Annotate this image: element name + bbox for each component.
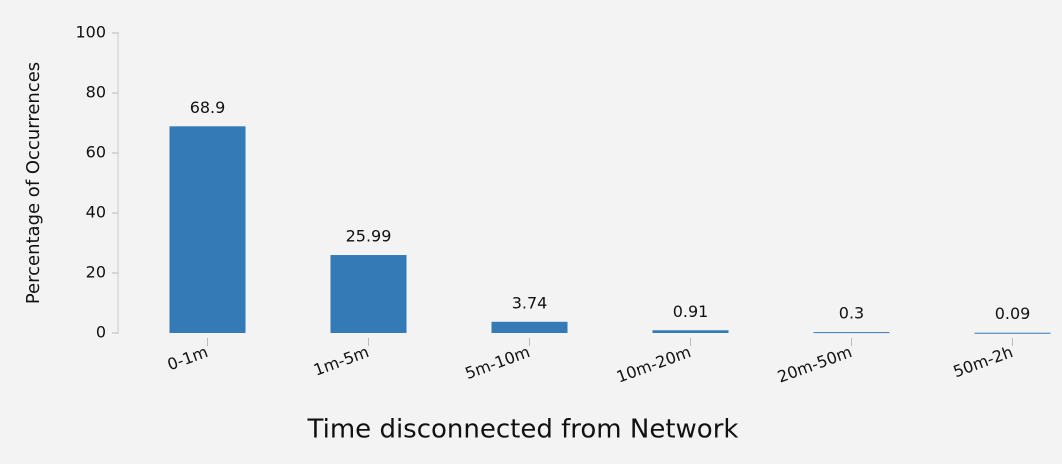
bar — [330, 255, 407, 333]
y-tick-label: 80 — [86, 83, 106, 102]
y-axis-title: Percentage of Occurrences — [23, 62, 44, 304]
value-label: 25.99 — [346, 227, 392, 246]
y-tick-label: 0 — [96, 323, 106, 342]
value-label: 0.91 — [673, 302, 709, 321]
value-label: 0.09 — [995, 304, 1031, 323]
bar — [491, 321, 568, 333]
x-axis-title: Time disconnected from Network — [307, 415, 739, 445]
bar — [974, 332, 1051, 334]
value-label: 68.9 — [190, 98, 226, 117]
bar — [652, 330, 729, 333]
value-label: 3.74 — [512, 293, 548, 312]
value-label: 0.3 — [839, 304, 864, 323]
y-tick-label: 20 — [86, 263, 106, 282]
y-tick-label: 60 — [86, 143, 106, 162]
bar — [813, 332, 890, 334]
y-tick-label: 100 — [75, 23, 106, 42]
y-tick-label: 40 — [86, 203, 106, 222]
bar — [169, 126, 246, 333]
